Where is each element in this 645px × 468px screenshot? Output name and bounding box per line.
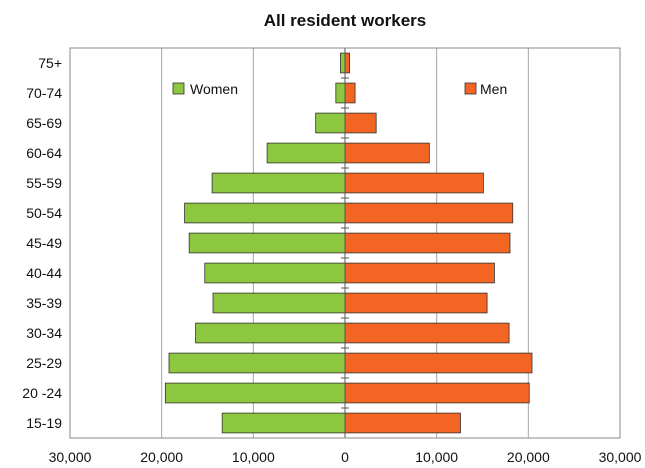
x-tick-label: 0 (341, 449, 349, 465)
x-axis-tick-labels: 30,000 20,000 10,000 0 10,000 20,000 30,000 (49, 449, 642, 465)
y-tick-label: 35-39 (26, 295, 62, 311)
legend-label-women: Women (190, 81, 238, 97)
y-tick-label: 75+ (38, 55, 62, 71)
bar-women-10 (168, 352, 346, 374)
x-tick-label: 30,000 (49, 449, 92, 465)
bar-men-8 (344, 292, 488, 314)
y-tick-label: 40-44 (26, 265, 62, 281)
y-tick-label: 55-59 (26, 175, 62, 191)
legend: Women Men (172, 81, 507, 97)
y-tick-label: 15-19 (26, 415, 62, 431)
y-axis-tick-labels: 75+ 70-74 65-69 60-64 55-59 50-54 45-49 40-44 35… (22, 55, 62, 431)
x-tick-label: 30,000 (599, 449, 642, 465)
bar-women-3 (266, 142, 346, 164)
x-tick-label: 10,000 (415, 449, 458, 465)
bar-men-6 (344, 232, 511, 254)
bar-women-12 (221, 412, 346, 434)
bar-men-4 (344, 172, 484, 194)
bar-men-7 (344, 262, 495, 284)
legend-swatch-men (464, 82, 477, 95)
bar-men-10 (344, 352, 533, 374)
y-tick-label: 45-49 (26, 235, 62, 251)
bar-men-0 (344, 52, 350, 74)
bar-women-4 (211, 172, 346, 194)
bar-women-6 (188, 232, 346, 254)
chart-title: All resident workers (264, 11, 427, 30)
bar-women-11 (164, 382, 346, 404)
x-tick-label: 10,000 (232, 449, 275, 465)
y-tick-label: 25-29 (26, 355, 62, 371)
y-tick-label: 60-64 (26, 145, 62, 161)
bar-women-2 (315, 112, 346, 134)
bar-women-5 (184, 202, 346, 224)
bar-men-5 (344, 202, 514, 224)
bar-women-0 (340, 52, 346, 74)
y-tick-label: 70-74 (26, 85, 62, 101)
bar-women-9 (195, 322, 346, 344)
bar-men-12 (344, 412, 461, 434)
bar-women-7 (204, 262, 346, 284)
bar-women-1 (335, 82, 346, 104)
bar-men-1 (344, 82, 356, 104)
x-tick-label: 20,000 (507, 449, 550, 465)
y-tick-label: 50-54 (26, 205, 62, 221)
y-tick-label: 20 -24 (22, 385, 62, 401)
x-tick-label: 20,000 (140, 449, 183, 465)
plot-area-frame (69, 47, 621, 439)
bar-men-2 (344, 112, 377, 134)
legend-label-men: Men (480, 81, 507, 97)
bars (164, 47, 533, 439)
bar-men-3 (344, 142, 430, 164)
y-tick-label: 65-69 (26, 115, 62, 131)
legend-swatch-women (172, 82, 185, 95)
bar-women-8 (212, 292, 346, 314)
y-tick-label: 30-34 (26, 325, 62, 341)
bar-men-11 (344, 382, 530, 404)
bar-men-9 (344, 322, 510, 344)
